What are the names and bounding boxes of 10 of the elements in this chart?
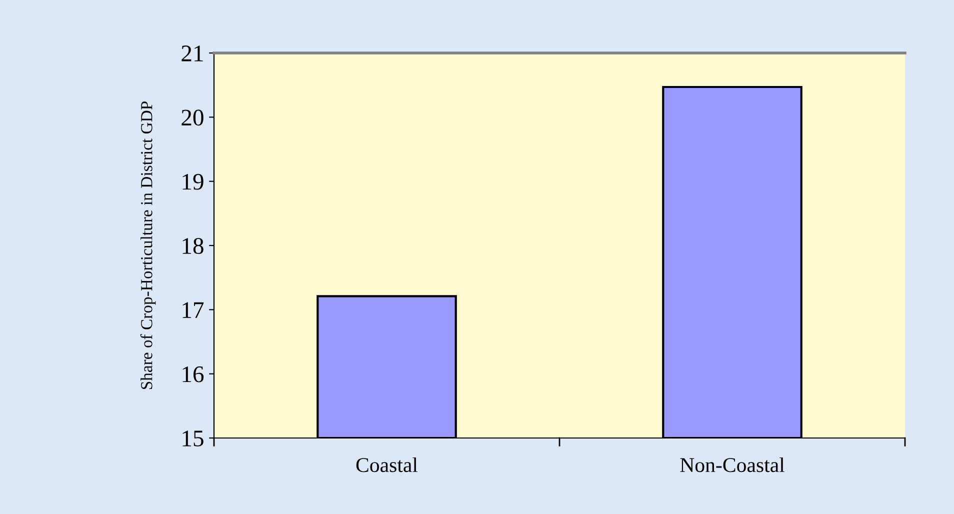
y-axis-title: Share of Crop-Horticulture in District GDP <box>140 102 156 390</box>
x-tick-label: Coastal <box>356 457 418 472</box>
y-tick-label: 19 <box>182 174 204 190</box>
y-tick-label: 20 <box>182 110 204 126</box>
y-tick-label: 16 <box>182 366 204 382</box>
x-tick-label: Non-Coastal <box>680 457 784 472</box>
y-tick-label: 15 <box>182 430 204 446</box>
y-tick-label: 18 <box>182 238 204 254</box>
y-tick-label: 17 <box>182 302 204 318</box>
y-tick-label: 21 <box>182 46 203 62</box>
